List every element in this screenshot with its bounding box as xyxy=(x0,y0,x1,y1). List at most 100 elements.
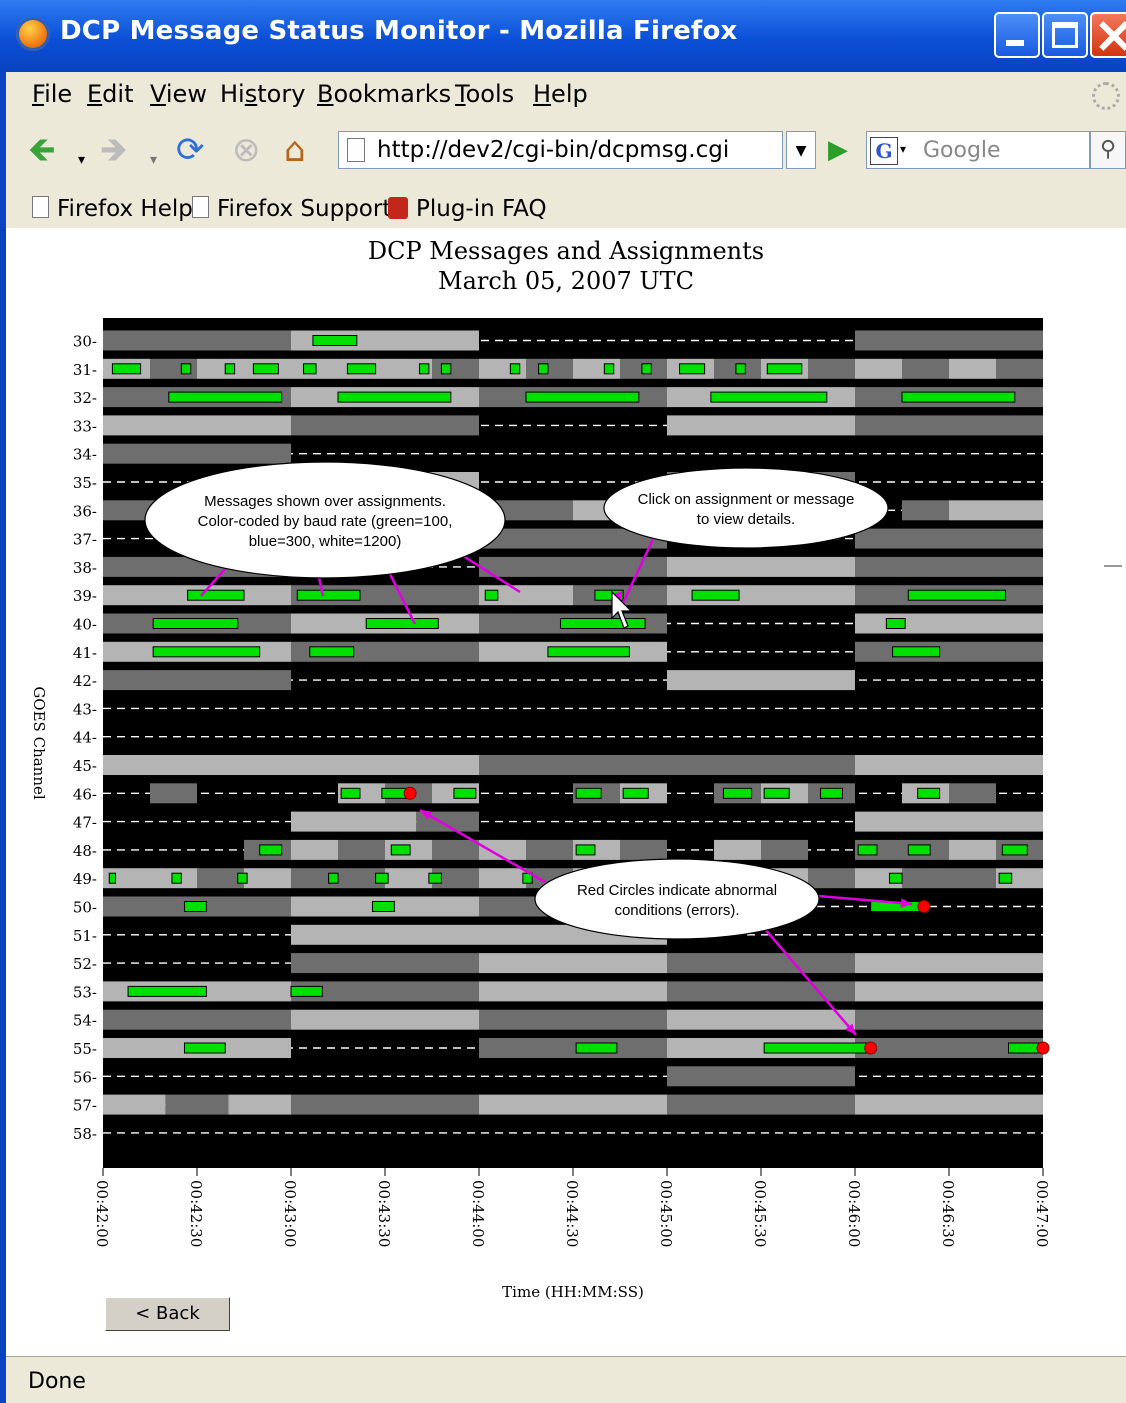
assignment-bar[interactable] xyxy=(855,755,1043,775)
assignment-bar[interactable] xyxy=(479,1009,667,1030)
message-bar[interactable] xyxy=(484,589,499,601)
assignment-bar[interactable] xyxy=(291,811,417,832)
message-bar[interactable] xyxy=(152,646,261,658)
message-bar[interactable] xyxy=(538,363,549,375)
assignment-bar[interactable] xyxy=(855,358,902,379)
assignment-bar[interactable] xyxy=(479,755,855,775)
message-bar[interactable] xyxy=(309,646,355,658)
assignment-bar[interactable] xyxy=(855,641,1043,662)
assignment-bar[interactable] xyxy=(385,868,432,889)
go-button[interactable]: ▶ xyxy=(828,135,848,165)
forward-arrow-icon[interactable]: 🡺 xyxy=(100,130,128,170)
search-engine-dropdown-icon[interactable]: ▾ xyxy=(900,142,907,156)
assignment-bar[interactable] xyxy=(244,868,291,889)
minimize-button[interactable] xyxy=(994,12,1040,58)
message-bar[interactable] xyxy=(168,391,283,403)
search-input[interactable]: Google xyxy=(923,138,1001,163)
assignment-bar[interactable] xyxy=(291,415,479,436)
message-bar[interactable] xyxy=(108,872,117,884)
assignment-bar[interactable] xyxy=(949,783,996,804)
back-arrow-icon[interactable]: 🡸 xyxy=(28,130,56,170)
menu-edit[interactable]: Edit xyxy=(87,80,134,108)
message-bar[interactable] xyxy=(1001,844,1028,856)
message-bar[interactable] xyxy=(237,872,248,884)
message-bar[interactable] xyxy=(296,589,361,601)
assignment-bar[interactable] xyxy=(667,981,855,1002)
assignment-bar[interactable] xyxy=(228,1094,291,1115)
message-bar[interactable] xyxy=(766,363,803,375)
message-bar[interactable] xyxy=(691,589,740,601)
assignment-bar[interactable] xyxy=(667,556,855,577)
assignment-bar[interactable] xyxy=(432,358,479,379)
assignment-bar[interactable] xyxy=(667,1094,855,1115)
assignment-bar[interactable] xyxy=(291,1094,479,1115)
assignment-bar[interactable] xyxy=(479,868,526,889)
search-icon[interactable]: ⚲ xyxy=(1090,131,1126,169)
assignment-bar[interactable] xyxy=(432,868,479,889)
assignment-bar[interactable] xyxy=(667,1066,855,1087)
home-icon[interactable]: ⌂ xyxy=(284,130,306,170)
assignment-bar[interactable] xyxy=(432,839,479,860)
message-bar[interactable] xyxy=(622,787,649,799)
message-bar[interactable] xyxy=(907,844,931,856)
message-bar[interactable] xyxy=(418,363,430,375)
message-bar[interactable] xyxy=(428,872,442,884)
menu-view[interactable]: View xyxy=(150,80,207,108)
assignment-bar[interactable] xyxy=(197,868,244,889)
message-bar[interactable] xyxy=(312,335,358,346)
message-bar[interactable] xyxy=(998,872,1013,884)
assignment-bar[interactable] xyxy=(996,358,1043,379)
bookmark-firefox-help[interactable]: Firefox Help xyxy=(32,196,193,222)
assignment-bar[interactable] xyxy=(479,839,526,860)
assignment-bar[interactable] xyxy=(291,839,338,860)
message-bar[interactable] xyxy=(679,363,706,375)
message-bar[interactable] xyxy=(575,787,602,799)
message-bar[interactable] xyxy=(111,363,142,375)
assignment-bar[interactable] xyxy=(855,613,1043,634)
message-bar[interactable] xyxy=(183,901,207,912)
message-bar[interactable] xyxy=(917,787,941,799)
assignment-bar[interactable] xyxy=(103,755,479,775)
message-bar[interactable] xyxy=(547,646,630,658)
assignment-bar[interactable] xyxy=(855,1009,1043,1030)
assignment-bar[interactable] xyxy=(949,358,996,379)
assignment-bar[interactable] xyxy=(103,415,291,436)
assignment-bar[interactable] xyxy=(197,358,244,379)
menu-file[interactable]: File xyxy=(32,80,73,108)
bookmark-plugin-faq[interactable]: Plug-in FAQ xyxy=(388,196,547,222)
assignment-bar[interactable] xyxy=(103,1009,291,1030)
close-button[interactable] xyxy=(1090,12,1126,58)
assignment-bar[interactable] xyxy=(165,1094,229,1115)
assignment-bar[interactable] xyxy=(714,839,761,860)
message-bar[interactable] xyxy=(187,589,245,601)
assignment-bar[interactable] xyxy=(667,670,855,691)
assignment-bar[interactable] xyxy=(902,358,949,379)
message-bar[interactable] xyxy=(857,844,878,856)
message-bar[interactable] xyxy=(575,1042,618,1054)
assignment-bar[interactable] xyxy=(855,811,1043,832)
message-bar[interactable] xyxy=(390,844,411,856)
assignment-bar[interactable] xyxy=(949,839,996,860)
assignment-bar[interactable] xyxy=(291,981,479,1002)
message-bar[interactable] xyxy=(375,872,389,884)
assignment-bar[interactable] xyxy=(808,868,855,889)
message-bar[interactable] xyxy=(710,391,828,403)
assignment-bar[interactable] xyxy=(620,839,667,860)
message-bar[interactable] xyxy=(303,363,317,375)
message-bar[interactable] xyxy=(171,872,182,884)
message-bar[interactable] xyxy=(575,844,596,856)
message-bar[interactable] xyxy=(371,901,395,912)
menu-help[interactable]: Help xyxy=(533,80,588,108)
assignment-bar[interactable] xyxy=(150,783,197,804)
assignment-bar[interactable] xyxy=(667,415,855,436)
reload-icon[interactable]: ⟳ xyxy=(176,130,205,170)
message-bar[interactable] xyxy=(509,363,521,375)
message-bar[interactable] xyxy=(180,363,192,375)
assignment-bar[interactable] xyxy=(855,528,1043,549)
message-bar[interactable] xyxy=(603,363,615,375)
menu-tools[interactable]: Tools xyxy=(455,80,515,108)
assignment-bar[interactable] xyxy=(526,358,573,379)
menu-history[interactable]: History xyxy=(220,80,306,108)
message-bar[interactable] xyxy=(346,363,377,375)
assignment-bar[interactable] xyxy=(949,500,1043,521)
